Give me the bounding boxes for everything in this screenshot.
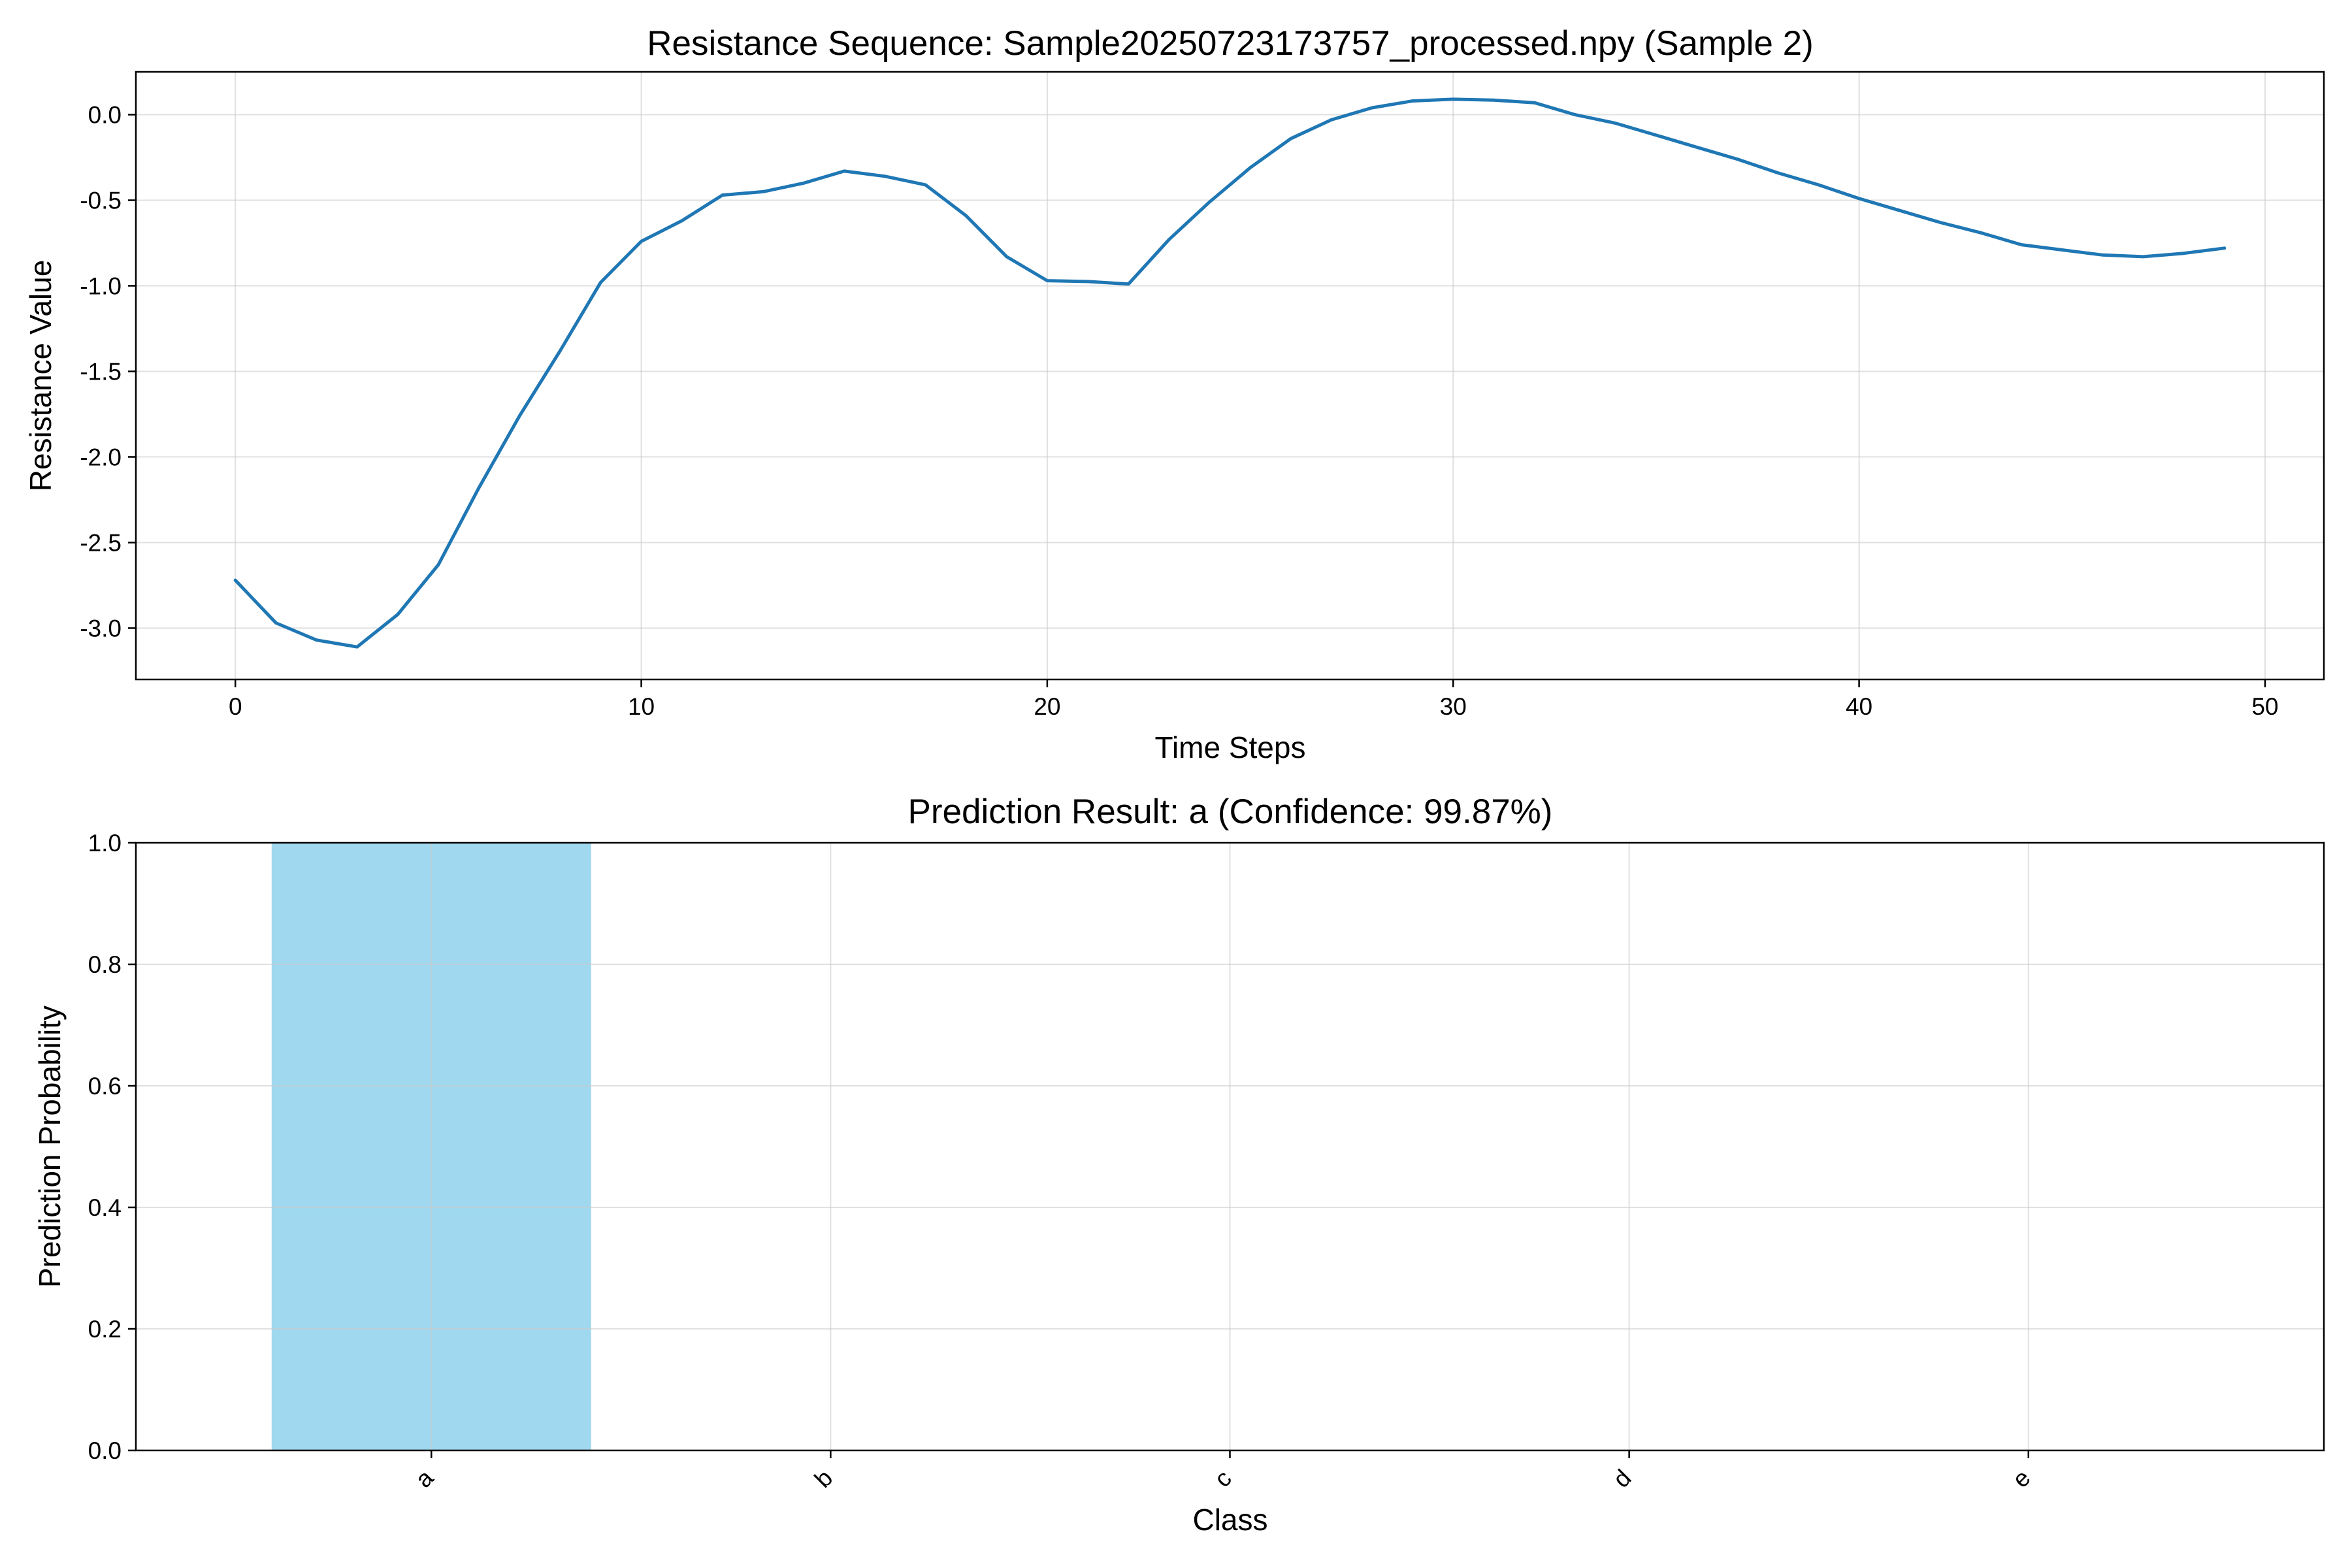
line-chart-y-tick-label: -0.5 [80,187,122,214]
bar-chart-x-axis-label: Class [1192,1503,1267,1537]
bar-chart-y-tick-label: 0.2 [88,1316,122,1343]
line-chart-title: Resistance Sequence: Sample2025072317375… [647,24,1814,63]
bar-chart-y-axis-label: Prediction Probability [33,1005,67,1288]
line-chart-x-tick-label: 20 [1034,693,1060,720]
line-chart-y-axis-label: Resistance Value [24,260,57,492]
line-chart-y-tick-label: -3.0 [80,615,122,642]
line-chart-x-axis-label: Time Steps [1155,730,1306,764]
bar-chart-title: Prediction Result: a (Confidence: 99.87%… [908,792,1553,831]
bar-chart-frame [135,841,2325,1452]
line-chart-x-tick-label: 50 [2251,693,2278,720]
line-chart-grid [136,72,2324,679]
bar-chart-y-tick-label: 0.0 [88,1437,122,1464]
resistance-series-line [233,97,2227,649]
line-chart-x-tick-label: 30 [1440,693,1467,720]
line-chart-frame [135,71,2325,681]
resistance-line-chart: Resistance Sequence: Sample2025072317375… [24,24,2325,764]
line-chart-x-tick-label: 0 [229,693,242,720]
line-chart-x-tick-label: 40 [1846,693,1872,720]
line-chart-y-tick-label: -2.5 [80,529,122,556]
bar-chart-ticks: a b c d e0.00.20.40.60.81.0 [88,830,2036,1493]
line-chart-y-tick-label: 0.0 [88,101,122,128]
line-chart-y-tick-label: -1.5 [80,358,122,385]
line-chart-series [233,97,2227,649]
line-chart-y-tick-label: -1.0 [80,272,122,299]
line-chart-x-tick-label: 10 [628,693,655,720]
line-chart-ticks: 0 10 20 30 40 50 0.0 -0.5 -1.0 -1.5 -2.0 -2.5 -3.0 [80,101,2278,720]
bar-chart-y-tick-label: 0.4 [88,1194,122,1221]
bar-chart-y-tick-label: 1.0 [88,830,122,857]
bar-chart-y-tick-label: 0.8 [88,951,122,978]
bar-chart-y-tick-label: 0.6 [88,1073,122,1100]
line-chart-y-tick-label: -2.0 [80,444,122,470]
prediction-bar-chart: Prediction Result: a (Confidence: 99.87%… [33,792,2325,1537]
